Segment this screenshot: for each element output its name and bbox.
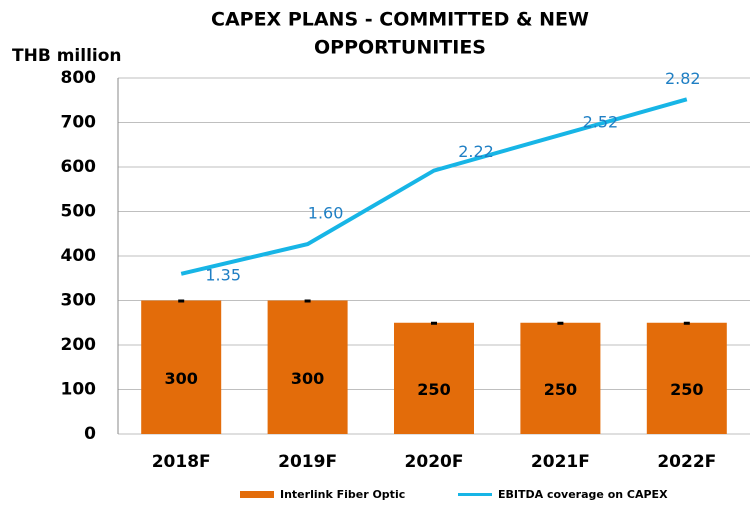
x-tick-label: 2022F: [657, 452, 716, 472]
bar: [646, 322, 727, 434]
bar-label: 250: [670, 380, 703, 399]
y-tick-label: 100: [61, 380, 97, 400]
chart-title: OPPORTUNITIES: [314, 37, 486, 59]
bar: [267, 300, 348, 434]
line-label: 1.35: [205, 265, 241, 284]
bar: [520, 322, 601, 434]
x-tick-label: 2020F: [405, 452, 464, 472]
y-tick-label: 700: [61, 113, 97, 133]
line-label: 2.82: [665, 69, 701, 88]
line-label: 1.60: [308, 204, 344, 223]
y-tick-label: 200: [61, 335, 97, 355]
bar: [141, 300, 222, 434]
bar-label: 250: [544, 380, 577, 399]
legend-swatch: [240, 491, 274, 498]
bar-label: 250: [417, 380, 450, 399]
y-tick-label: 800: [61, 68, 97, 88]
line-label: 2.52: [583, 112, 619, 131]
y-tick-label: 600: [61, 157, 97, 177]
y-tick-label: 0: [84, 424, 96, 444]
x-tick-label: 2018F: [152, 452, 211, 472]
bar-cap: [431, 321, 437, 325]
legend-label: EBITDA coverage on CAPEX: [498, 488, 668, 501]
x-tick-label: 2019F: [278, 452, 337, 472]
x-tick-label: 2021F: [531, 452, 590, 472]
line-label: 2.22: [458, 142, 494, 161]
bar: [394, 322, 474, 434]
bar-label: 300: [291, 369, 324, 388]
y-tick-label: 400: [61, 246, 97, 266]
bar-cap: [304, 299, 311, 303]
y-axis-label: THB million: [12, 46, 122, 66]
y-tick-label: 500: [61, 202, 97, 222]
bar-cap: [557, 321, 564, 325]
legend-label: Interlink Fiber Optic: [280, 488, 405, 501]
bar-cap: [178, 299, 185, 303]
y-tick-label: 300: [61, 291, 97, 311]
line: [180, 97, 688, 276]
chart-title: CAPEX PLANS - COMMITTED & NEW: [211, 9, 589, 31]
bar-label: 300: [164, 369, 197, 388]
bar-cap: [683, 321, 690, 325]
